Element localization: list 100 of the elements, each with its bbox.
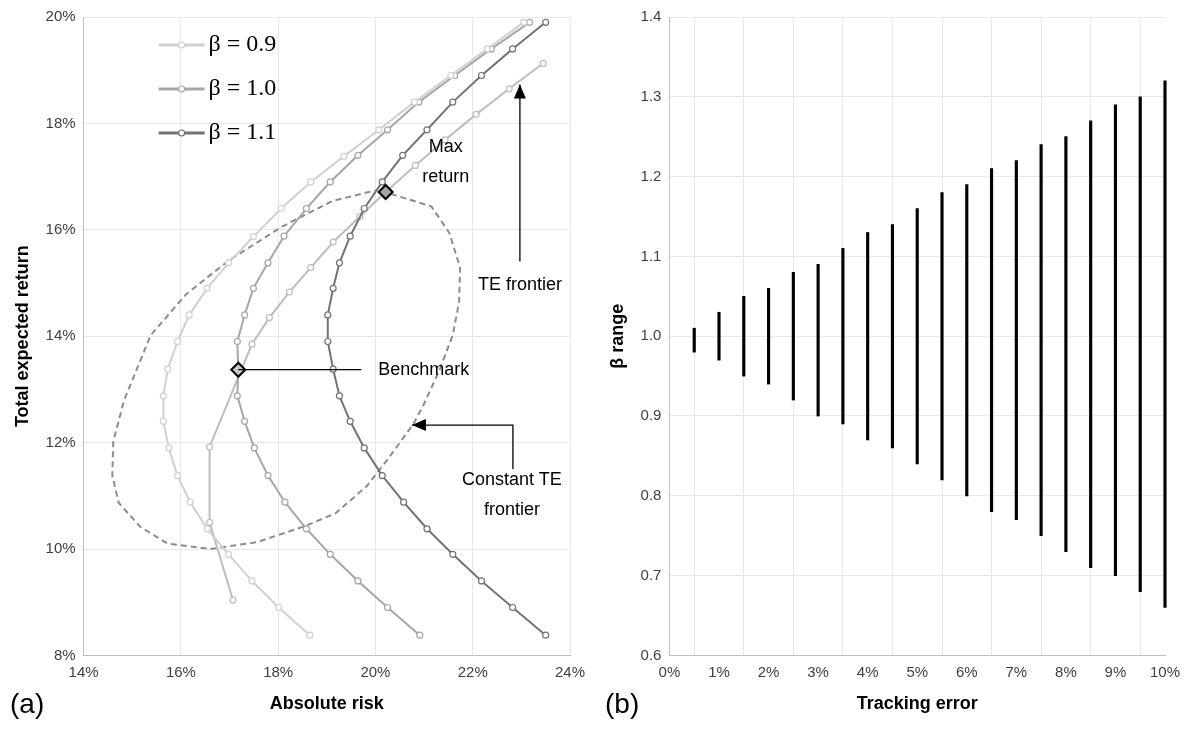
point <box>400 498 408 506</box>
y-tick-label: 8% <box>53 645 76 663</box>
point <box>326 178 334 186</box>
bar <box>965 184 969 497</box>
bar <box>816 264 820 417</box>
x-tick-label: 0% <box>658 662 681 680</box>
x-tick-label: 3% <box>807 662 829 680</box>
point <box>329 238 337 246</box>
point <box>324 311 332 319</box>
point <box>329 284 337 292</box>
bar <box>1039 144 1043 537</box>
point <box>346 232 354 240</box>
point <box>326 550 334 558</box>
point <box>250 444 258 452</box>
y-tick-label: 10% <box>45 539 76 557</box>
point <box>248 340 256 348</box>
point <box>264 259 272 267</box>
point <box>173 337 182 346</box>
legend-label: β = 1.1 <box>208 118 277 145</box>
y-tick-label: 1.0 <box>640 326 662 344</box>
point <box>205 518 214 526</box>
point <box>542 18 550 26</box>
y-tick-label: 0.7 <box>640 565 662 583</box>
point <box>410 98 418 106</box>
bar <box>841 248 845 425</box>
x-tick-label: 18% <box>263 662 294 680</box>
bar <box>791 272 795 401</box>
point <box>354 151 362 159</box>
x-tick-label: 4% <box>856 662 879 680</box>
y-tick-label: 0.8 <box>640 485 662 503</box>
point <box>165 444 173 452</box>
point <box>423 525 431 533</box>
point <box>542 631 550 639</box>
point <box>477 577 486 585</box>
point <box>248 577 256 585</box>
y-axis-title: Total expected return <box>11 245 32 428</box>
point <box>335 259 344 267</box>
point <box>423 126 431 134</box>
bar <box>1089 120 1093 568</box>
annotation: Max return <box>422 136 470 186</box>
point <box>224 259 233 267</box>
bar <box>890 224 895 449</box>
point <box>241 311 249 319</box>
annotation: TE frontier <box>477 273 562 294</box>
point <box>472 110 480 118</box>
x-axis-title: Absolute risk <box>269 693 385 714</box>
y-tick-label: 18% <box>45 113 76 131</box>
point <box>307 178 315 186</box>
point <box>307 263 315 272</box>
x-tick-label: 1% <box>708 662 730 680</box>
point <box>159 417 167 425</box>
point <box>241 417 249 425</box>
point <box>275 603 283 612</box>
y-tick-label: 1.4 <box>640 7 662 25</box>
x-tick-label: 10% <box>1149 662 1181 680</box>
point <box>360 444 368 452</box>
point <box>399 151 407 159</box>
bar <box>915 208 919 465</box>
point <box>324 337 332 346</box>
bar <box>742 295 746 377</box>
text: (b) <box>605 688 640 719</box>
point <box>264 471 272 480</box>
x-tick-label: 22% <box>457 662 488 680</box>
x-tick-label: 9% <box>1104 662 1127 680</box>
x-tick-label: 5% <box>906 662 929 680</box>
point <box>159 392 167 400</box>
point <box>360 204 368 213</box>
bar <box>1163 80 1167 608</box>
legend-label: β = 1.0 <box>208 74 277 101</box>
x-axis-title: Tracking error <box>856 693 978 714</box>
y-tick-label: 1.3 <box>640 86 662 104</box>
point <box>384 603 392 612</box>
point <box>526 18 534 26</box>
point <box>203 284 211 292</box>
x-tick-label: 20% <box>360 662 391 680</box>
x-tick-label: 14% <box>68 662 99 680</box>
point <box>378 178 386 186</box>
point <box>280 232 288 240</box>
text: (a) <box>10 688 45 719</box>
y-tick-label: 14% <box>45 326 76 344</box>
point <box>229 596 237 604</box>
legend-label: β = 0.9 <box>208 30 277 57</box>
point <box>233 337 241 346</box>
point <box>411 161 419 170</box>
point <box>302 204 310 213</box>
point <box>230 361 247 378</box>
point <box>306 631 314 639</box>
point <box>335 392 344 400</box>
point <box>265 313 274 322</box>
point <box>449 98 457 106</box>
point <box>185 311 193 319</box>
bar <box>866 232 870 441</box>
point <box>378 471 386 480</box>
point <box>539 59 547 67</box>
point <box>449 550 457 558</box>
x-tick-label: 6% <box>955 662 978 680</box>
point <box>203 525 211 533</box>
bar <box>717 311 721 361</box>
point <box>483 45 491 53</box>
x-tick-label: 8% <box>1055 662 1077 680</box>
